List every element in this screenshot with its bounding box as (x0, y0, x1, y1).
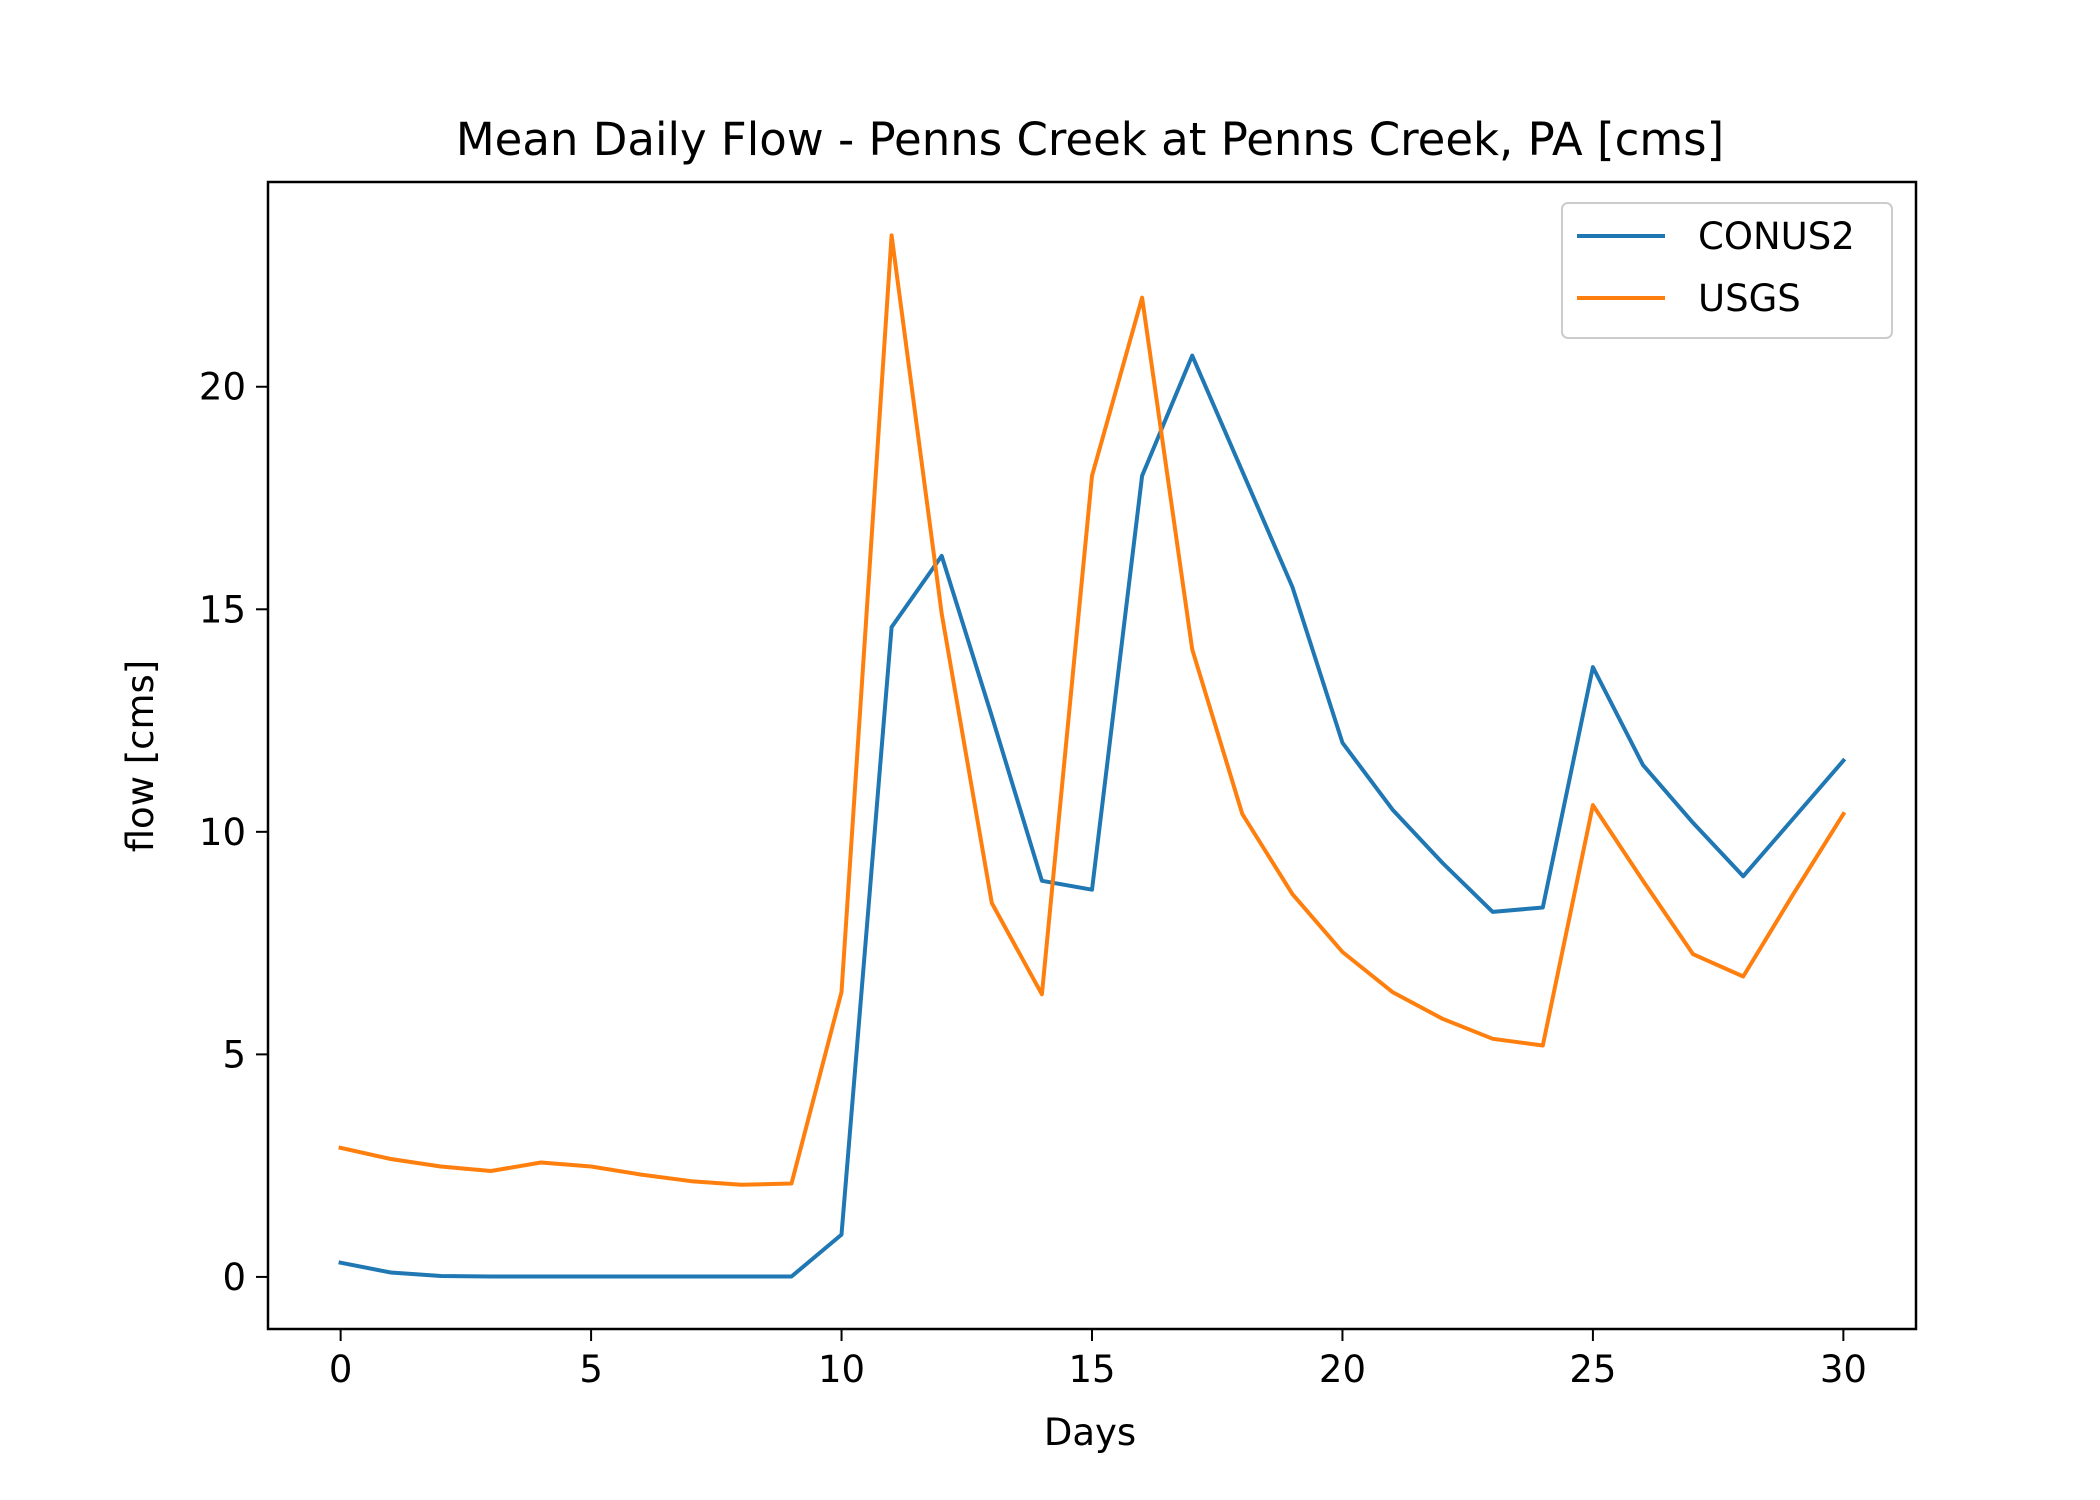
x-tick-label: 30 (1820, 1348, 1867, 1391)
x-tick-label: 20 (1319, 1348, 1366, 1391)
y-tick-label: 0 (222, 1256, 246, 1299)
y-tick-label: 15 (199, 588, 246, 631)
x-tick-label: 15 (1068, 1348, 1115, 1391)
x-axis: 0 5 10 15 20 25 30 (329, 1329, 1867, 1391)
y-tick-label: 5 (222, 1033, 246, 1076)
legend-label-conus2: CONUS2 (1698, 215, 1855, 258)
y-axis-label: flow [cms] (119, 660, 162, 853)
plot-lines (338, 233, 1847, 1279)
x-tick-label: 25 (1569, 1348, 1616, 1391)
y-tick-label: 10 (199, 811, 246, 854)
y-tick-label: 20 (199, 366, 246, 409)
x-axis-label: Days (1044, 1411, 1136, 1454)
legend: CONUS2 USGS (1561, 202, 1893, 339)
legend-label-usgs: USGS (1698, 277, 1801, 320)
x-tick-label: 5 (579, 1348, 603, 1391)
series-line-conus2 (338, 353, 1847, 1279)
series-line-usgs (338, 233, 1847, 1187)
y-axis: 0 5 10 15 20 (199, 366, 268, 1299)
chart-title: Mean Daily Flow - Penns Creek at Penns C… (456, 113, 1724, 166)
x-tick-label: 0 (329, 1348, 353, 1391)
x-tick-label: 10 (818, 1348, 865, 1391)
